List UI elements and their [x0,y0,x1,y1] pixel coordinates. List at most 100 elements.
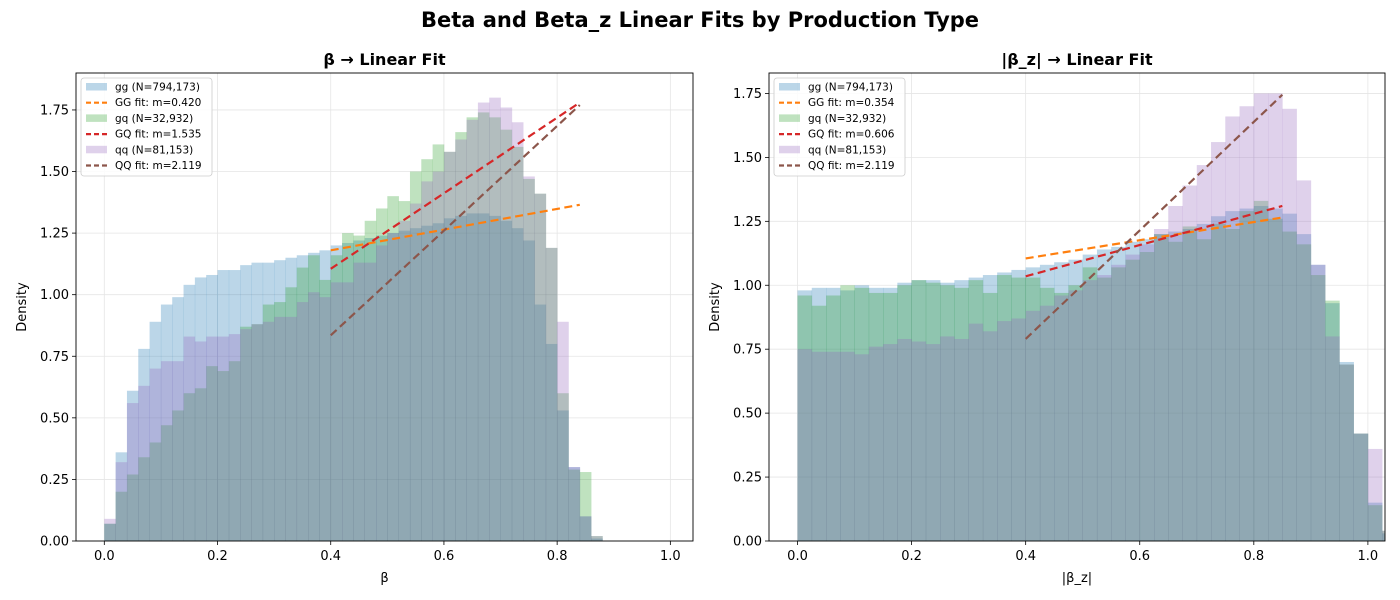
histogram-bar [911,341,927,541]
histogram-bar [274,316,286,541]
histogram-bar [591,536,603,541]
histogram-bar [421,225,433,541]
legend-label: GQ fit: m=1.535 [115,129,201,141]
histogram-bar [489,117,501,541]
histogram-bar [228,270,241,541]
subplot-1: 0.0 0.2 0.4 0.6 0.8 1.0 0.00 0.25 0.50 0.75 1.00 1.… [15,50,694,586]
legend-swatch [86,145,107,154]
histogram-bar [342,242,354,541]
histogram-bar [1096,277,1112,541]
histogram-bar [1125,254,1141,541]
histogram-bar [398,220,411,541]
histogram-bar [840,285,855,541]
histogram-bar [925,344,941,541]
histogram-bar [217,270,230,541]
legend-label: gq (N=32,932) [808,113,886,125]
histogram-bar [126,390,139,541]
histogram-bar [1125,259,1141,541]
legend-label: gg (N=794,173) [115,82,200,94]
histogram-bar [1111,264,1126,541]
y-tick-label: 1.25 [40,227,69,242]
legend-label: QQ fit: m=2.119 [808,160,895,172]
histogram-bar [1054,292,1069,541]
histogram-bar [285,287,298,541]
legend-label: GG fit: m=0.420 [115,97,201,109]
histogram-bar [523,176,535,541]
histogram-bar [115,491,128,541]
legend-label: gq (N=32,932) [115,113,193,125]
histogram-bar [797,349,813,541]
histogram-bar [1125,241,1141,541]
histogram-bar [1139,252,1155,541]
histogram-bar [1068,259,1084,541]
x-tick-label: 0.8 [547,549,568,564]
histogram-bar [387,233,399,541]
histogram-bar [172,361,184,541]
histogram-bar [319,297,332,541]
histogram-bar [500,129,513,541]
histogram-bar [534,304,547,541]
histogram-bar [1039,287,1055,541]
histogram-bar [1054,262,1069,541]
histogram-bar [104,518,116,541]
histogram-bar [811,287,827,541]
histogram-bar [409,203,422,541]
fit-line-GG_fit [1025,216,1283,260]
histogram-bar [194,277,207,541]
histogram-bar [1382,530,1385,541]
histogram-bar [1211,216,1226,541]
histogram-bar [940,285,955,541]
histogram-bar [811,305,827,541]
histogram-bar [285,316,298,541]
histogram-bar [797,295,813,541]
histogram-bar [489,97,501,541]
histogram-bar [1296,234,1312,541]
histogram-bar [466,117,479,541]
histogram-bar [455,139,467,541]
histogram-gg [797,205,1385,541]
histogram-bar [489,215,501,541]
histogram-bar [138,348,150,541]
x-tick-label: 0.0 [787,549,808,564]
histogram-bar [557,393,569,541]
histogram-bar [968,277,984,541]
histogram-bar [183,336,196,541]
y-tick-label: 1.00 [40,288,69,303]
histogram-bar [1225,229,1240,541]
histogram-bar [138,457,150,541]
x-tick-label: 0.2 [901,549,922,564]
legend-swatch [86,83,107,91]
histogram-bar [1011,269,1026,541]
histogram-bar [376,208,388,541]
histogram-bar [1111,246,1126,541]
histogram-bar [925,282,941,541]
x-tick-label: 1.0 [1358,549,1379,564]
histogram-bar [1182,185,1198,541]
histogram-bar [126,403,139,541]
histogram-bar [1211,142,1226,541]
histogram-bar [579,516,592,541]
fit-line-QQ_fit [1024,93,1284,340]
legend-swatch [779,145,800,154]
histogram-bar [911,280,927,541]
histogram-bar [568,467,581,541]
histogram-bar [954,280,969,541]
histogram-bar [455,132,467,541]
histogram-bar [797,290,813,541]
histogram-bar [308,252,320,541]
histogram-bar [1196,239,1212,541]
histogram-bar [387,233,399,541]
histogram-bar [115,462,128,541]
histogram-bar [194,341,207,541]
histogram-gq [104,112,603,541]
histogram-bar [1310,264,1326,541]
histogram-bar [1168,205,1183,541]
histogram-bar [1339,364,1354,541]
legend-label: qq (N=81,153) [808,144,886,156]
legend: gg (N=794,173) GG fit: m=0.420 gq (N=32,93… [80,77,213,177]
histogram-bar [897,285,912,541]
y-tick-label: 1.75 [40,103,69,118]
histogram-bar [183,284,196,541]
histogram-bar [183,393,196,541]
